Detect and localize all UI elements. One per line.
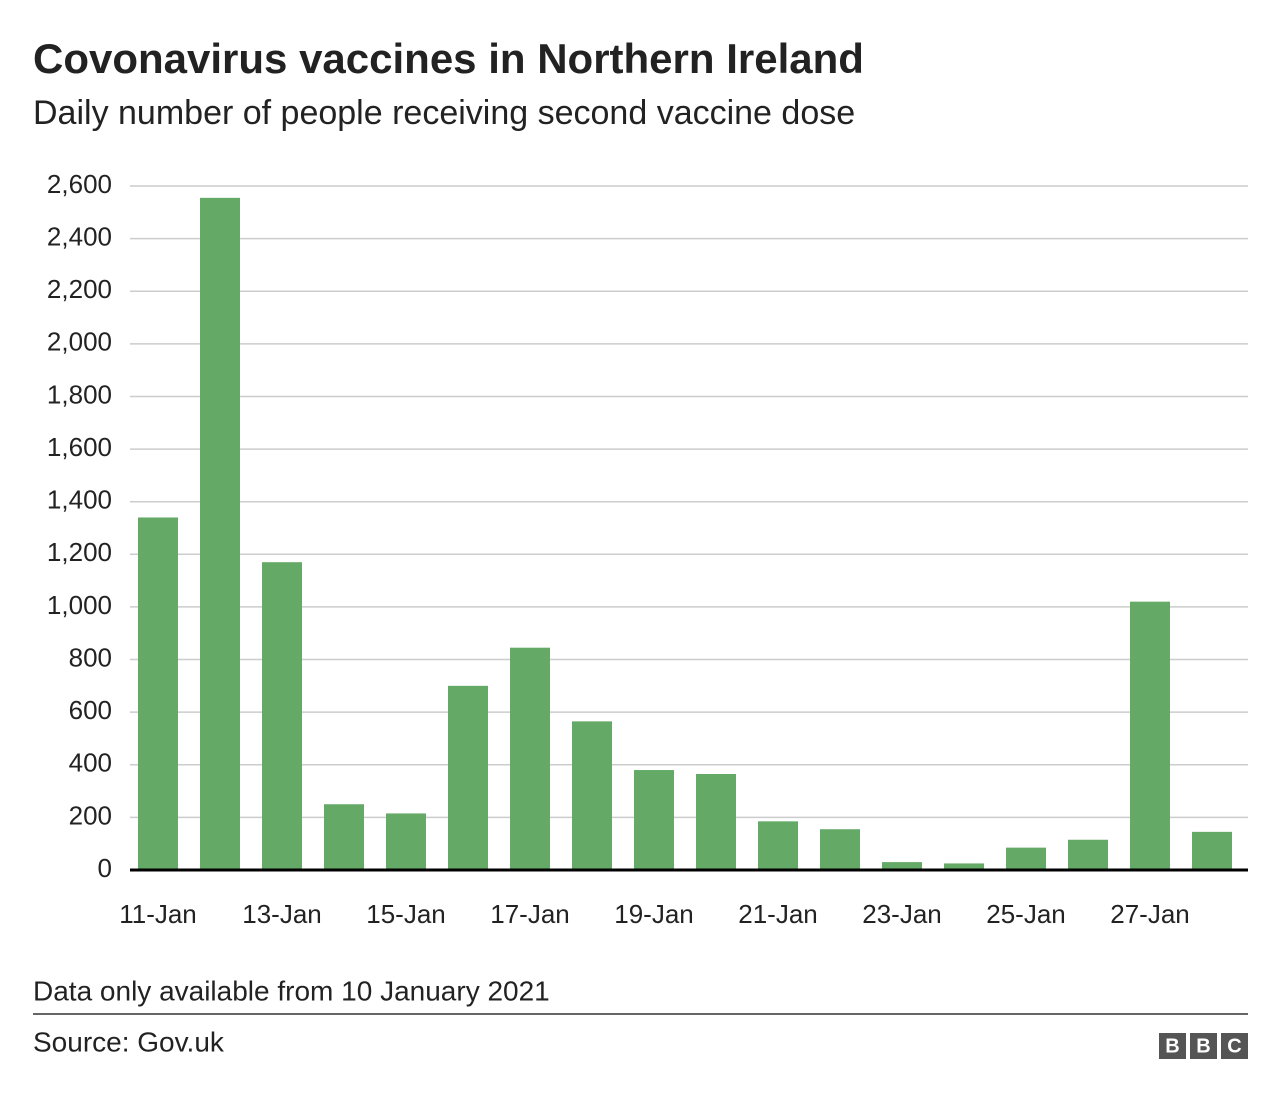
bar xyxy=(696,773,736,870)
bar xyxy=(820,829,860,870)
logo-box xyxy=(1190,1033,1217,1059)
x-tick-label: 19-Jan xyxy=(614,899,694,929)
y-tick-label: 2,600 xyxy=(47,169,112,199)
bar xyxy=(386,813,426,870)
bar xyxy=(448,685,488,870)
x-tick-label: 21-Jan xyxy=(738,899,818,929)
x-tick-label: 17-Jan xyxy=(490,899,570,929)
x-tick-label: 11-Jan xyxy=(119,899,197,929)
bar xyxy=(944,863,984,870)
bar xyxy=(138,517,178,870)
logo: B B C xyxy=(1159,1033,1248,1059)
logo-letter: B xyxy=(1165,1035,1179,1057)
logo-letter: C xyxy=(1227,1035,1241,1057)
bar xyxy=(510,647,550,870)
chart-subtitle: Daily number of people receiving second … xyxy=(33,94,855,132)
y-tick-label: 2,200 xyxy=(47,274,112,304)
logo-box xyxy=(1159,1033,1186,1059)
x-tick-label: 25-Jan xyxy=(986,899,1066,929)
y-tick-label: 1,400 xyxy=(47,485,112,515)
bar xyxy=(324,804,364,870)
y-tick-label: 2,400 xyxy=(47,221,112,251)
logo-letter: B xyxy=(1196,1035,1210,1057)
bar xyxy=(1130,601,1170,870)
y-tick-label: 2,000 xyxy=(47,327,112,357)
x-tick-label: 13-Jan xyxy=(242,899,322,929)
chart-title: Covonavirus vaccines in Northern Ireland xyxy=(33,35,864,82)
x-tick-label: 23-Jan xyxy=(862,899,942,929)
bar xyxy=(1006,847,1046,870)
y-tick-label: 1,600 xyxy=(47,432,112,462)
bar xyxy=(758,821,798,870)
footnote: Data only available from 10 January 2021 xyxy=(33,975,550,1006)
bar xyxy=(262,562,302,870)
bar xyxy=(1192,831,1232,870)
source: Source: Gov.uk xyxy=(33,1026,225,1057)
bar xyxy=(634,770,674,870)
y-tick-label: 400 xyxy=(69,748,112,778)
y-tick-label: 1,000 xyxy=(47,590,112,620)
logo-box xyxy=(1221,1033,1248,1059)
bar xyxy=(882,862,922,870)
x-tick-label: 27-Jan xyxy=(1110,899,1190,929)
x-tick-label: 15-Jan xyxy=(366,899,446,929)
y-tick-label: 0 xyxy=(98,853,112,883)
y-tick-label: 800 xyxy=(69,642,112,672)
y-tick-label: 200 xyxy=(69,800,112,830)
bar xyxy=(200,197,240,871)
y-tick-label: 1,800 xyxy=(47,379,112,409)
y-tick-label: 1,200 xyxy=(47,537,112,567)
bar xyxy=(572,721,612,870)
bar xyxy=(1068,839,1108,870)
y-tick-label: 600 xyxy=(69,695,112,725)
